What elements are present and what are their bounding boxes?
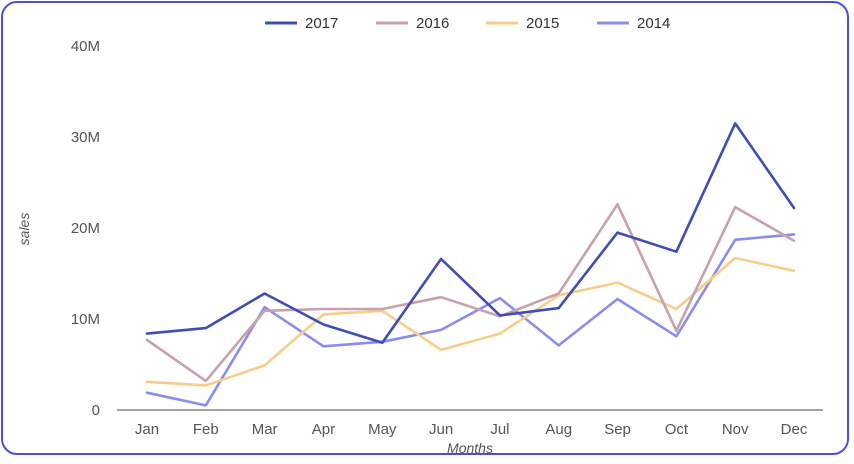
y-axis-title: sales: [16, 213, 32, 246]
x-tick-label: Oct: [665, 421, 689, 438]
series-line-2014: [145, 233, 796, 407]
y-tick-label: 40M: [71, 38, 100, 55]
x-tick-label: Aug: [545, 421, 572, 438]
series-line-2017: [145, 122, 796, 345]
x-axis: Jan Feb Mar Apr May Jun Jul Aug Sep Oct Nov Dec: [135, 421, 808, 438]
legend-label: 2015: [526, 15, 559, 32]
x-tick-label: Mar: [252, 421, 278, 438]
x-tick-label: Jun: [429, 421, 453, 438]
legend-item-2014[interactable]: 2014: [597, 15, 670, 32]
line-chart: 2017 2016 2015 2014 0 10M 20M 30M 40M Jan Feb Mar…: [16, 15, 823, 456]
y-tick-label: 10M: [71, 311, 100, 328]
x-tick-label: May: [368, 421, 397, 438]
x-tick-label: Nov: [722, 421, 749, 438]
series-line-2015: [145, 256, 796, 387]
y-tick-label: 20M: [71, 220, 100, 237]
legend-label: 2016: [416, 15, 449, 32]
x-tick-label: Jan: [135, 421, 159, 438]
x-tick-label: Apr: [312, 421, 335, 438]
legend-item-2015[interactable]: 2015: [486, 15, 559, 32]
chart-card: 2017 2016 2015 2014 0 10M 20M 30M 40M Jan Feb Mar…: [1, 1, 849, 456]
x-tick-label: Dec: [781, 421, 808, 438]
legend-item-2016[interactable]: 2016: [376, 15, 449, 32]
x-tick-label: Feb: [193, 421, 219, 438]
series-line-2016: [145, 203, 796, 383]
y-tick-label: 0: [92, 402, 100, 419]
y-axis: 0 10M 20M 30M 40M: [71, 38, 100, 419]
x-tick-label: Sep: [604, 421, 631, 438]
legend-label: 2017: [305, 15, 338, 32]
x-tick-label: Jul: [490, 421, 509, 438]
legend: 2017 2016 2015 2014: [265, 15, 670, 32]
y-tick-label: 30M: [71, 129, 100, 146]
series-layer: [145, 122, 796, 407]
legend-item-2017[interactable]: 2017: [265, 15, 338, 32]
x-axis-title: Months: [447, 440, 493, 456]
legend-label: 2014: [637, 15, 670, 32]
